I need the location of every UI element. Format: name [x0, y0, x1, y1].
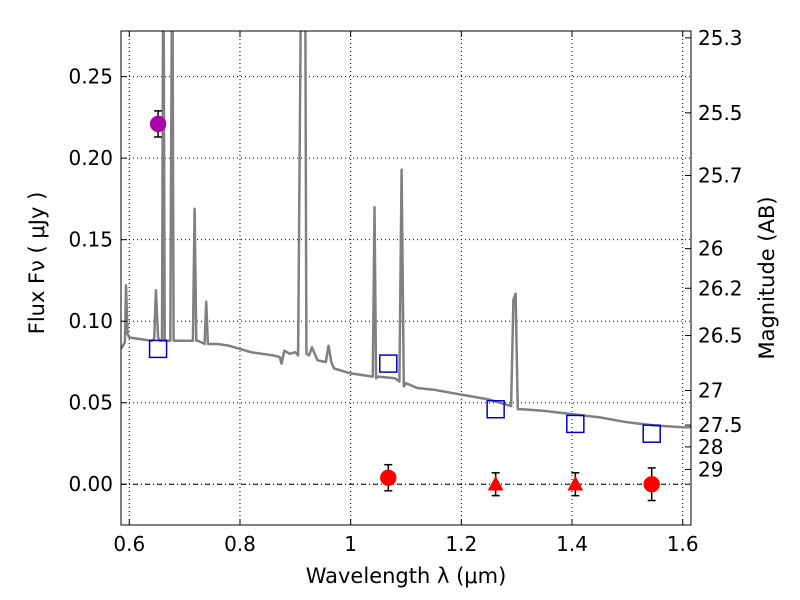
y-axis-label: Flux Fν ( μJy ) — [25, 192, 49, 335]
spectrum-layer — [121, 31, 691, 429]
x-tick-label: 1.6 — [667, 532, 699, 556]
y2-tick-label: 25.7 — [698, 163, 743, 187]
y2-tick-label: 25.3 — [698, 26, 743, 50]
model-spectrum-line — [121, 31, 691, 429]
x-tick-label: 0.6 — [113, 532, 145, 556]
y2-tick-label: 26.5 — [698, 324, 743, 348]
x-tick-label: 0.8 — [224, 532, 256, 556]
data-point-square — [379, 354, 398, 373]
y2-tick-label: 27.5 — [698, 413, 743, 437]
y-tick-label: 0.20 — [68, 146, 113, 170]
y2-tick-label: 27 — [698, 378, 723, 402]
data-point-circle — [149, 115, 167, 133]
y-tick-label: 0.15 — [68, 228, 113, 252]
data-point-triangle — [567, 475, 584, 491]
y2-tick-label: 26.2 — [698, 276, 743, 300]
data-point-triangle — [487, 475, 504, 491]
x-axis-label: Wavelength λ (μm) — [306, 564, 507, 588]
y2-tick-label: 25.5 — [698, 101, 743, 125]
points-layer — [148, 110, 661, 502]
plot-frame — [120, 30, 692, 526]
y2-tick-label: 29 — [698, 457, 723, 481]
y-tick-label: 0.00 — [68, 472, 113, 496]
y2-axis-label: Magnitude (AB) — [755, 196, 779, 359]
y-axis-left: 0.00 0.05 0.10 0.15 0.20 0.25 — [68, 65, 127, 496]
y-tick-label: 0.10 — [68, 309, 113, 333]
y-tick-label: 0.25 — [68, 65, 113, 89]
data-point-circle — [643, 475, 660, 493]
y2-tick-label: 26 — [698, 237, 723, 261]
data-point-circle — [380, 469, 397, 486]
y-tick-label: 0.05 — [68, 391, 113, 415]
data-point-square — [148, 339, 168, 359]
plot-area — [121, 31, 691, 525]
x-tick-label: 1 — [344, 532, 357, 556]
data-point-square — [642, 424, 661, 443]
x-tick-label: 1.2 — [445, 532, 477, 556]
y2-tick-label: 28 — [698, 435, 723, 459]
x-tick-label: 1.4 — [556, 532, 588, 556]
data-point-square — [566, 414, 585, 434]
data-point-square — [486, 399, 505, 419]
x-axis: 0.6 0.8 1 1.2 1.4 1.6 — [113, 31, 699, 556]
